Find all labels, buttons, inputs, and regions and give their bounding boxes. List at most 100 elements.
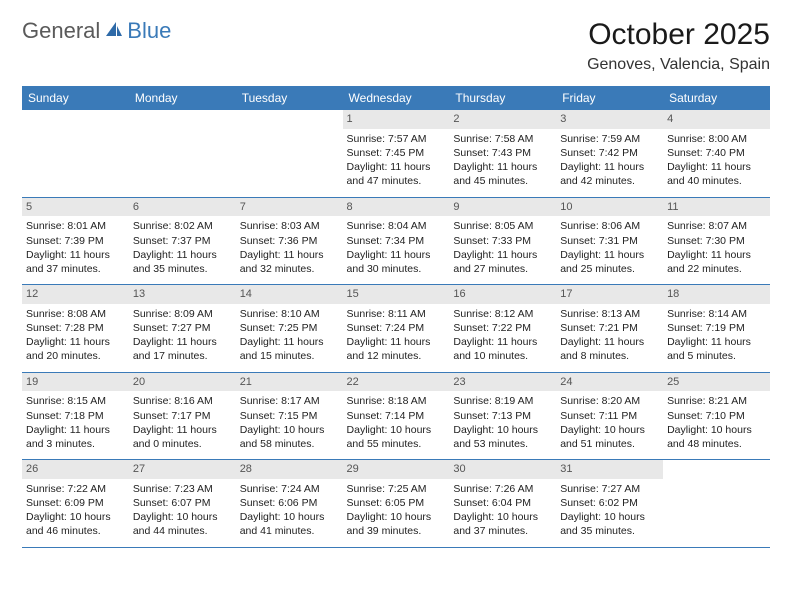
calendar-day-cell: 19Sunrise: 8:15 AMSunset: 7:18 PMDayligh… [22, 372, 129, 460]
daylight-line: Daylight: 11 hours and 47 minutes. [347, 160, 446, 188]
day-number: 26 [22, 460, 129, 479]
weekday-header: Wednesday [343, 86, 450, 110]
day-number: 23 [449, 373, 556, 392]
day-number: 2 [449, 110, 556, 129]
calendar-day-cell: 31 Sunrise: 7:27 AMSunset: 6:02 PMDayligh… [556, 460, 663, 548]
daylight-line: Daylight: 11 hours and 30 minutes. [347, 248, 446, 276]
daylight-line: Daylight: 11 hours and 8 minutes. [560, 335, 659, 363]
sunrise-line: Sunrise: 8:04 AM [347, 219, 446, 233]
calendar-day-cell: 10Sunrise: 8:06 AMSunset: 7:31 PMDayligh… [556, 197, 663, 285]
daylight-line: Daylight: 10 hours and 37 minutes. [453, 510, 552, 538]
sunrise-line: Sunrise: 8:16 AM [133, 394, 232, 408]
day-number: 13 [129, 285, 236, 304]
sunset-line: Sunset: 7:21 PM [560, 321, 659, 335]
logo-text-general: General [22, 18, 100, 44]
sunrise-line: Sunrise: 8:11 AM [347, 307, 446, 321]
sunset-line: Sunset: 6:02 PM [560, 496, 659, 510]
sunrise-line: Sunrise: 8:15 AM [26, 394, 125, 408]
day-number: 22 [343, 373, 450, 392]
calendar-day-cell [663, 460, 770, 548]
day-number: 18 [663, 285, 770, 304]
sunset-line: Sunset: 6:05 PM [347, 496, 446, 510]
sunrise-line: Sunrise: 7:59 AM [560, 132, 659, 146]
sunset-line: Sunset: 7:14 PM [347, 409, 446, 423]
sunrise-line: Sunrise: 7:27 AM [560, 482, 659, 496]
sunset-line: Sunset: 7:13 PM [453, 409, 552, 423]
sunset-line: Sunset: 7:19 PM [667, 321, 766, 335]
daylight-line: Daylight: 11 hours and 3 minutes. [26, 423, 125, 451]
sunset-line: Sunset: 7:17 PM [133, 409, 232, 423]
weekday-header: Monday [129, 86, 236, 110]
sunrise-line: Sunrise: 8:09 AM [133, 307, 232, 321]
day-number: 19 [22, 373, 129, 392]
calendar-week-row: 1Sunrise: 7:57 AMSunset: 7:45 PMDaylight… [22, 110, 770, 197]
daylight-line: Daylight: 11 hours and 37 minutes. [26, 248, 125, 276]
daylight-line: Daylight: 10 hours and 39 minutes. [347, 510, 446, 538]
daylight-line: Daylight: 11 hours and 22 minutes. [667, 248, 766, 276]
calendar-week-row: 19Sunrise: 8:15 AMSunset: 7:18 PMDayligh… [22, 372, 770, 460]
calendar-week-row: 12Sunrise: 8:08 AMSunset: 7:28 PMDayligh… [22, 285, 770, 373]
sunset-line: Sunset: 7:34 PM [347, 234, 446, 248]
daylight-line: Daylight: 11 hours and 12 minutes. [347, 335, 446, 363]
day-number: 20 [129, 373, 236, 392]
sunset-line: Sunset: 7:10 PM [667, 409, 766, 423]
day-number: 21 [236, 373, 343, 392]
weekday-header: Sunday [22, 86, 129, 110]
sunrise-line: Sunrise: 8:19 AM [453, 394, 552, 408]
sunrise-line: Sunrise: 7:57 AM [347, 132, 446, 146]
daylight-line: Daylight: 11 hours and 10 minutes. [453, 335, 552, 363]
daylight-line: Daylight: 11 hours and 15 minutes. [240, 335, 339, 363]
sunset-line: Sunset: 7:31 PM [560, 234, 659, 248]
calendar-day-cell: 13Sunrise: 8:09 AMSunset: 7:27 PMDayligh… [129, 285, 236, 373]
day-number: 31 [556, 460, 663, 479]
sunrise-line: Sunrise: 8:20 AM [560, 394, 659, 408]
daylight-line: Daylight: 10 hours and 51 minutes. [560, 423, 659, 451]
sunset-line: Sunset: 6:07 PM [133, 496, 232, 510]
sunset-line: Sunset: 7:36 PM [240, 234, 339, 248]
calendar-day-cell: 23Sunrise: 8:19 AMSunset: 7:13 PMDayligh… [449, 372, 556, 460]
sunset-line: Sunset: 7:43 PM [453, 146, 552, 160]
calendar-day-cell: 11Sunrise: 8:07 AMSunset: 7:30 PMDayligh… [663, 197, 770, 285]
sunset-line: Sunset: 6:04 PM [453, 496, 552, 510]
sunset-line: Sunset: 7:24 PM [347, 321, 446, 335]
header: General Blue October 2025 Genoves, Valen… [22, 18, 770, 74]
sunset-line: Sunset: 7:40 PM [667, 146, 766, 160]
day-number: 14 [236, 285, 343, 304]
daylight-line: Daylight: 11 hours and 20 minutes. [26, 335, 125, 363]
sunrise-line: Sunrise: 8:03 AM [240, 219, 339, 233]
sail-icon [104, 20, 124, 43]
daylight-line: Daylight: 10 hours and 35 minutes. [560, 510, 659, 538]
sunset-line: Sunset: 7:33 PM [453, 234, 552, 248]
title-block: October 2025 Genoves, Valencia, Spain [587, 18, 770, 74]
sunset-line: Sunset: 7:25 PM [240, 321, 339, 335]
calendar-day-cell: 17Sunrise: 8:13 AMSunset: 7:21 PMDayligh… [556, 285, 663, 373]
day-number: 9 [449, 198, 556, 217]
calendar-day-cell [129, 110, 236, 197]
logo: General Blue [22, 18, 171, 44]
calendar-day-cell: 7Sunrise: 8:03 AMSunset: 7:36 PMDaylight… [236, 197, 343, 285]
sunrise-line: Sunrise: 7:22 AM [26, 482, 125, 496]
sunrise-line: Sunrise: 7:58 AM [453, 132, 552, 146]
day-number: 30 [449, 460, 556, 479]
sunset-line: Sunset: 7:28 PM [26, 321, 125, 335]
calendar-week-row: 5Sunrise: 8:01 AMSunset: 7:39 PMDaylight… [22, 197, 770, 285]
sunset-line: Sunset: 7:22 PM [453, 321, 552, 335]
daylight-line: Daylight: 11 hours and 45 minutes. [453, 160, 552, 188]
calendar-day-cell: 30Sunrise: 7:26 AMSunset: 6:04 PMDayligh… [449, 460, 556, 548]
sunset-line: Sunset: 7:11 PM [560, 409, 659, 423]
daylight-line: Daylight: 11 hours and 5 minutes. [667, 335, 766, 363]
daylight-line: Daylight: 11 hours and 27 minutes. [453, 248, 552, 276]
calendar-table: Sunday Monday Tuesday Wednesday Thursday… [22, 86, 770, 548]
sunset-line: Sunset: 7:39 PM [26, 234, 125, 248]
daylight-line: Daylight: 11 hours and 17 minutes. [133, 335, 232, 363]
day-number: 27 [129, 460, 236, 479]
daylight-line: Daylight: 10 hours and 44 minutes. [133, 510, 232, 538]
day-number: 7 [236, 198, 343, 217]
sunrise-line: Sunrise: 8:02 AM [133, 219, 232, 233]
sunrise-line: Sunrise: 8:00 AM [667, 132, 766, 146]
sunrise-line: Sunrise: 8:13 AM [560, 307, 659, 321]
daylight-line: Daylight: 10 hours and 41 minutes. [240, 510, 339, 538]
day-number: 24 [556, 373, 663, 392]
calendar-day-cell: 24 Sunrise: 8:20 AMSunset: 7:11 PMDayligh… [556, 372, 663, 460]
daylight-line: Daylight: 10 hours and 58 minutes. [240, 423, 339, 451]
